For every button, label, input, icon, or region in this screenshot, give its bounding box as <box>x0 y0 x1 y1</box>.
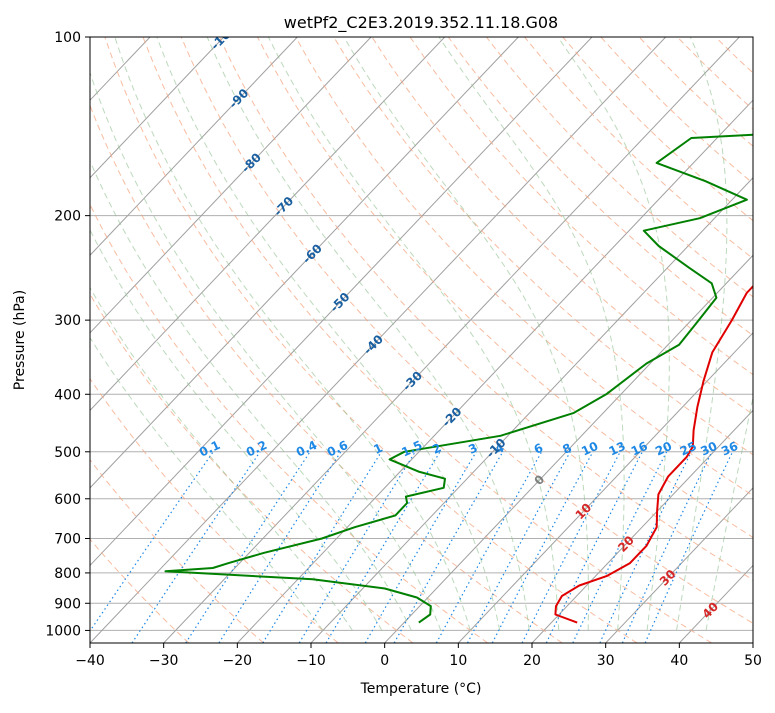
mixing-ratio-line <box>219 452 341 643</box>
mixing-ratio-label: 30 <box>698 439 719 459</box>
isotherm-line <box>753 37 775 643</box>
mixing-ratio-label: 10 <box>579 439 600 459</box>
mixing-ratio-line <box>326 452 440 643</box>
moist-adiabat-line <box>55 62 412 631</box>
mixing-ratio-label: 3 <box>466 441 479 457</box>
dry-adiabat-line <box>715 37 775 643</box>
isotherm-line <box>0 37 371 643</box>
y-tick-label: 700 <box>54 532 81 548</box>
grid-layer <box>0 37 775 643</box>
moist-adiabat-line <box>706 37 775 630</box>
moist-adiabat-line <box>157 37 500 630</box>
series-layer <box>166 37 775 623</box>
y-tick-label: 800 <box>54 566 81 582</box>
y-tick-label: 600 <box>54 492 81 508</box>
x-tick-label: 30 <box>597 653 615 669</box>
x-tick-label: 20 <box>523 653 541 669</box>
dry-adiabat-line <box>29 37 488 643</box>
mixing-ratio-label: 0.2 <box>244 438 269 460</box>
mixing-ratio-label: 2 <box>430 441 443 457</box>
mixing-ratio-label: 16 <box>629 439 650 459</box>
x-tick-label: 50 <box>744 653 762 669</box>
y-axis-label: Pressure (hPa) <box>12 290 28 390</box>
mixing-ratio-label: 0.6 <box>325 438 350 460</box>
x-tick-label: 40 <box>670 653 688 669</box>
y-tick-label: 300 <box>54 313 81 329</box>
dry-adiabat-line <box>0 37 263 643</box>
x-tick-label: −20 <box>223 653 253 669</box>
mixing-ratio-line <box>186 452 310 643</box>
mixing-ratio-label: 25 <box>678 439 699 459</box>
x-tick-label: 0 <box>380 653 389 669</box>
dry-adiabat-line <box>525 37 775 643</box>
mixing-ratio-line <box>365 452 476 643</box>
mixing-ratio-line <box>82 452 213 643</box>
moist-adiabat-line <box>13 105 353 631</box>
isotherm-line <box>606 37 775 643</box>
mixing-ratio-line <box>394 452 503 643</box>
mixing-ratio-label: 8 <box>560 441 573 457</box>
mixing-ratio-label: 13 <box>607 439 628 459</box>
mixing-ratio-line <box>436 452 541 643</box>
dry-adiabat-line <box>0 37 189 643</box>
dry-adiabat-line <box>486 37 775 643</box>
dewpoint-line <box>166 37 775 623</box>
mixing-ratio-label: 0.4 <box>294 438 319 460</box>
moist-adiabat-line <box>115 37 471 630</box>
y-tick-label: 200 <box>54 209 81 225</box>
isotherm-line <box>0 37 224 643</box>
chart-title: wetPf2_C2E3.2019.352.11.18.G08 <box>284 13 558 33</box>
dry-adiabat-line <box>258 37 775 643</box>
y-tick-label: 100 <box>54 30 81 46</box>
y-tick-label: 400 <box>54 387 81 403</box>
mixing-ratio-line <box>132 452 260 643</box>
moist-adiabat-line <box>344 37 589 630</box>
mixing-ratio-label: 1.5 <box>399 438 424 460</box>
moist-adiabat-line <box>33 84 382 630</box>
temperature-line <box>555 37 775 623</box>
dry-adiabat-line <box>754 37 775 643</box>
y-tick-label: 1000 <box>45 623 81 639</box>
dry-adiabat-line <box>0 37 413 643</box>
x-tick-label: −40 <box>75 653 105 669</box>
y-tick-label: 900 <box>54 596 81 612</box>
isotherm-line <box>0 37 3 643</box>
mixing-ratio-label: 20 <box>653 439 674 459</box>
x-tick-label: 10 <box>449 653 467 669</box>
mixing-ratio-label: 36 <box>719 439 740 459</box>
dry-adiabat-line <box>639 37 775 643</box>
x-tick-label: −10 <box>296 653 326 669</box>
mixing-ratio-line <box>263 452 382 643</box>
mixing-ratio-line <box>299 452 415 643</box>
mixing-ratio-line <box>645 452 732 643</box>
x-tick-label: −30 <box>149 653 179 669</box>
x-axis-label: Temperature (°C) <box>360 681 482 697</box>
moist-adiabat-line <box>558 37 670 630</box>
mixing-ratio-label: 6 <box>532 441 545 457</box>
dry-adiabat-line <box>334 37 775 643</box>
mixing-ratio-label: 0.1 <box>197 438 222 460</box>
y-tick-label: 500 <box>54 445 81 461</box>
